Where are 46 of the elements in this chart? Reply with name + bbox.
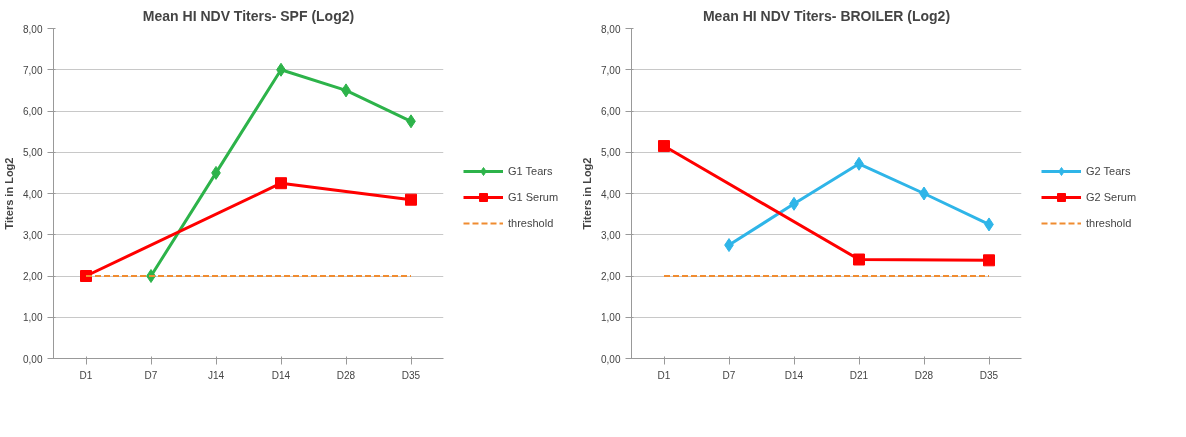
- x-tick-label: D28: [914, 369, 934, 381]
- legend-label: G2 Tears: [1086, 164, 1131, 177]
- x-tick-label: J14: [207, 369, 225, 381]
- y-axis-title: Titers in Log2: [581, 157, 594, 230]
- y-tick-label: 7,00: [601, 64, 621, 76]
- point: [983, 254, 995, 267]
- y-tick-label: 1,00: [23, 312, 43, 324]
- y-tick-label: 5,00: [23, 147, 43, 159]
- x-tick-label: D21: [849, 369, 869, 381]
- point: [405, 193, 417, 206]
- y-tick-label: 2,00: [23, 271, 43, 282]
- x-tick-label: D35: [979, 369, 999, 381]
- point: [658, 140, 670, 153]
- legend-label: G2 Serum: [1086, 190, 1137, 203]
- y-tick-label: 6,00: [601, 106, 621, 117]
- y-tick-label: 7,00: [23, 64, 43, 76]
- y-axis-title: Titers in Log2: [3, 157, 16, 230]
- y-tick-label: 0,00: [601, 353, 621, 365]
- x-tick-label: D28: [336, 369, 356, 381]
- x-tick-label: D35: [401, 369, 421, 381]
- y-tick-label: 2,00: [601, 271, 621, 282]
- y-tick-label: 0,00: [23, 353, 43, 365]
- y-tick-label: 1,00: [601, 312, 621, 324]
- x-tick-label: D7: [144, 369, 158, 381]
- point: [275, 177, 287, 190]
- y-tick-label: 5,00: [601, 147, 621, 159]
- chart-title: Mean HI NDV Titers- BROILER (Log2): [702, 7, 951, 24]
- point: [853, 253, 865, 266]
- x-tick-label: D1: [79, 369, 93, 381]
- y-tick-label: 8,00: [23, 23, 43, 35]
- legend-label: G1 Tears: [508, 164, 553, 177]
- chart-title: Mean HI NDV Titers- SPF (Log2): [142, 7, 355, 24]
- x-tick-label: D14: [784, 369, 804, 381]
- legend-label: threshold: [1086, 216, 1132, 229]
- y-tick-label: 4,00: [601, 188, 621, 200]
- legend-label: threshold: [508, 216, 554, 229]
- y-tick-label: 4,00: [23, 188, 43, 200]
- y-tick-label: 6,00: [23, 106, 43, 117]
- y-tick-label: 8,00: [601, 23, 621, 35]
- x-tick-label: D7: [722, 369, 736, 381]
- legend-label: G1 Serum: [508, 190, 559, 203]
- y-tick-label: 3,00: [23, 229, 43, 241]
- x-tick-label: D14: [271, 369, 291, 381]
- point: [80, 270, 92, 282]
- x-tick-label: D1: [657, 369, 671, 381]
- y-tick-label: 3,00: [601, 229, 621, 241]
